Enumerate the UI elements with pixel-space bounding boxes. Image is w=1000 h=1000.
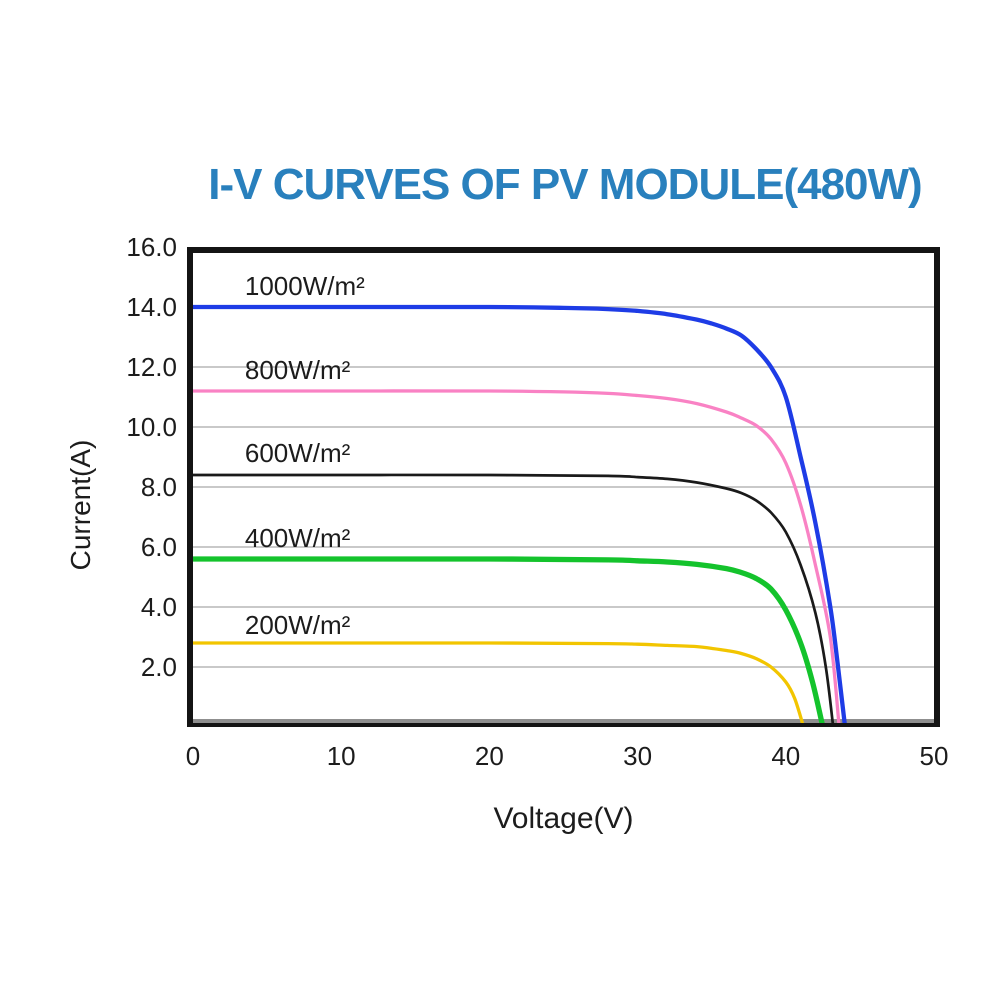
iv-curve-400wm2 xyxy=(193,556,825,723)
x-axis-title: Voltage(V) xyxy=(493,802,634,835)
x-tick-label: 10 xyxy=(326,741,356,771)
iv-curve-200wm2 xyxy=(193,641,805,723)
y-tick-label: 10.0 xyxy=(126,412,177,442)
series-label-400wm2: 400W/m² xyxy=(244,523,351,554)
plot-canvas: 1000W/m² 800W/m² 600W/m² 400W/m² 200W/m² xyxy=(193,253,934,723)
iv-curve-600wm2 xyxy=(193,473,835,723)
iv-curve-800wm2 xyxy=(193,389,841,723)
x-tick-label: 30 xyxy=(623,741,653,771)
baseline-shadow xyxy=(193,719,934,723)
x-tick-label: 40 xyxy=(771,741,801,771)
y-tick-label: 12.0 xyxy=(126,352,177,382)
series-label-600wm2: 600W/m² xyxy=(244,437,351,468)
x-tick-label: 20 xyxy=(474,741,504,771)
series-label-1000wm2: 1000W/m² xyxy=(244,271,365,302)
y-tick-label: 16.0 xyxy=(126,232,177,262)
x-tick-label: 0 xyxy=(185,741,201,771)
x-tick-label: 50 xyxy=(919,741,949,771)
y-tick-label: 4.0 xyxy=(140,592,177,622)
y-tick-label: 14.0 xyxy=(126,292,177,322)
series-label-800wm2: 800W/m² xyxy=(244,355,351,386)
chart-title: I-V CURVES OF PV MODULE(480W) xyxy=(208,160,922,209)
y-tick-label: 2.0 xyxy=(140,652,177,682)
series-label-200wm2: 200W/m² xyxy=(244,610,351,641)
plot-area: 1000W/m² 800W/m² 600W/m² 400W/m² 200W/m² xyxy=(187,247,940,727)
y-tick-label: 6.0 xyxy=(140,532,177,562)
iv-curve-1000wm2 xyxy=(193,304,847,723)
iv-curves-canvas xyxy=(193,304,934,723)
y-tick-label: 8.0 xyxy=(140,472,177,502)
